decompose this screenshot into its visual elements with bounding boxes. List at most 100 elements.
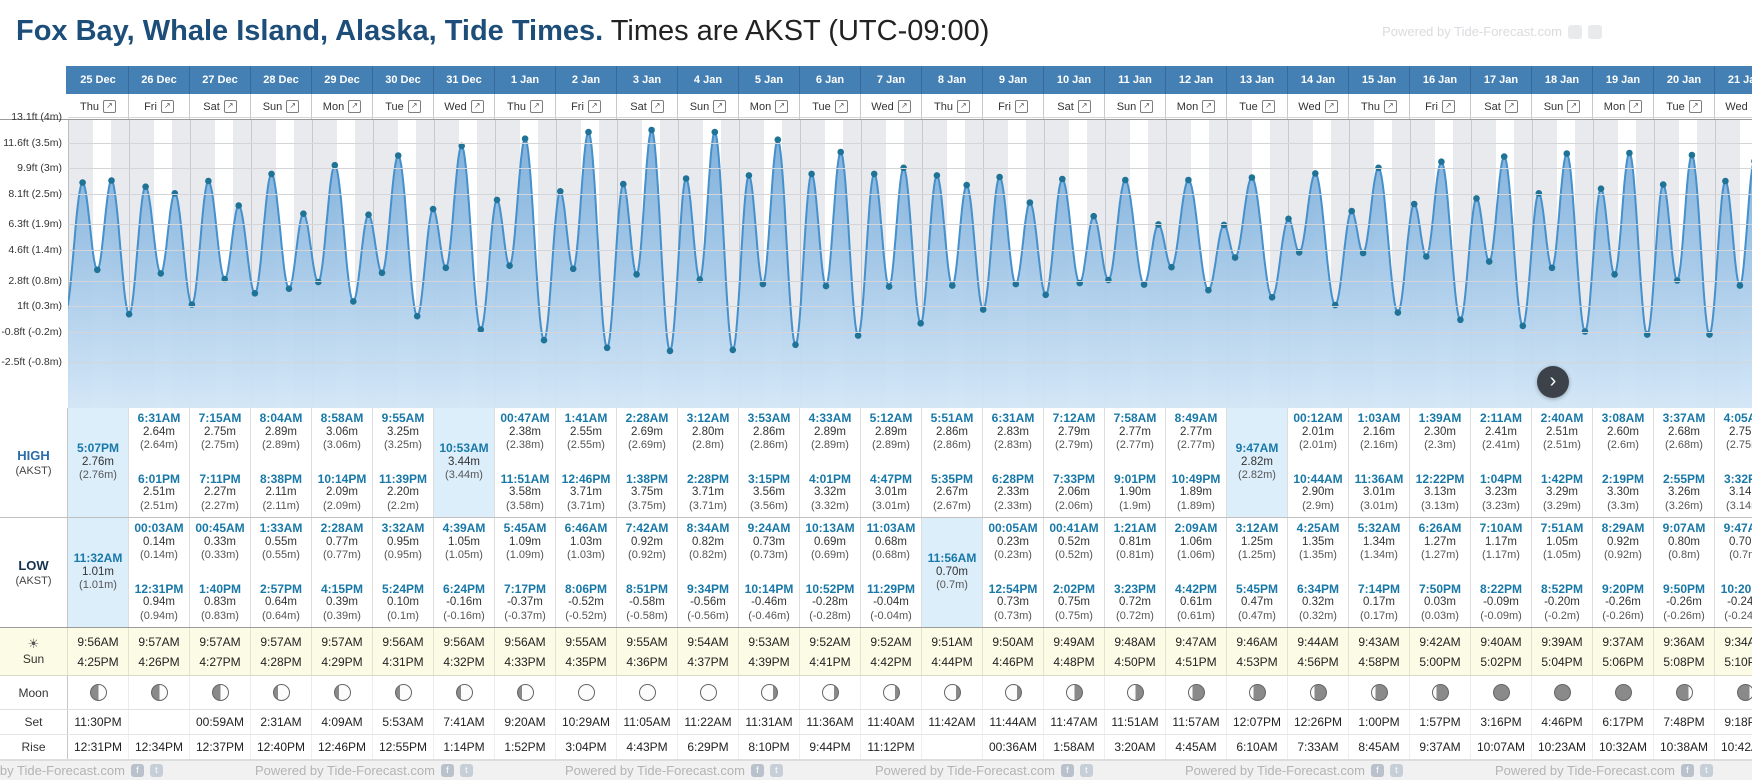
tide-time: 2:40AM [1540,411,1584,425]
date-header-row: 25 Dec 26 Dec 27 Dec 28 Dec 29 Dec 30 Dec 31 D… [0,66,1752,94]
twitter-icon[interactable] [1588,24,1602,39]
low-tide-event: 2:28AM 0.77m (0.77m) [312,521,372,563]
footer-link[interactable]: Powered by Tide-Forecast.com [565,763,745,778]
expand-day-icon[interactable]: ↗ [713,100,727,113]
tide-time: 3:53AM [747,411,791,425]
tide-time: 8:49AM [1174,411,1218,425]
tide-time: 2:09AM [1174,521,1218,535]
tide-time: 1:40PM [198,581,242,596]
sunrise-time: 9:57AM [199,634,241,649]
weekday-label: Tue [385,100,404,113]
tide-extreme-dot [900,164,907,172]
tide-extreme-dot [1359,249,1367,257]
weekday-label: Sat [630,100,647,113]
sunrise-time: 9:55AM [626,634,668,649]
twitter-icon[interactable]: t [769,764,783,777]
expand-day-icon[interactable]: ↗ [529,100,543,113]
expand-day-icon[interactable]: ↗ [1014,100,1028,113]
tide-height: 3.29m [1546,486,1578,498]
facebook-icon[interactable]: f [440,764,454,777]
facebook-icon[interactable]: f [1680,764,1694,777]
expand-day-icon[interactable]: ↗ [470,100,484,113]
expand-day-icon[interactable]: ↗ [1261,100,1275,113]
low-tide-event: 3:12AM 1.25m (1.25m) [1227,521,1287,563]
facebook-icon[interactable]: f [1370,764,1384,777]
tide-extreme-dot [1312,170,1319,177]
date-header-cell: 30 Dec [373,66,434,94]
tide-extreme-dot [822,282,830,290]
date-header-cell: 20 Jan [1654,66,1715,94]
facebook-icon[interactable]: f [1060,764,1074,777]
footer-link[interactable]: Powered by Tide-Forecast.com [1185,763,1365,778]
facebook-icon[interactable] [1568,24,1582,39]
tide-height: -0.09m [1483,596,1519,608]
tide-time: 1:21AM [1113,521,1157,535]
twitter-icon[interactable]: t [1699,764,1713,777]
twitter-icon[interactable]: t [459,764,473,777]
facebook-icon[interactable]: f [130,764,144,777]
tide-height: -0.52m [568,596,604,608]
footer-link[interactable]: Powered by Tide-Forecast.com [255,763,435,778]
tide-height-meters: (1.9m) [1119,499,1151,512]
low-tide-event: 11:32AM 1.01m (1.01m) [68,552,128,593]
low-tide-event: 2:57PM 0.64m (0.64m) [251,582,311,624]
expand-day-icon[interactable]: ↗ [1567,100,1581,113]
expand-day-icon[interactable]: ↗ [1077,100,1091,113]
expand-day-icon[interactable]: ↗ [1202,100,1216,113]
expand-day-icon[interactable]: ↗ [1629,100,1643,113]
expand-day-icon[interactable]: ↗ [348,100,362,113]
tide-extreme-dot [774,136,782,143]
tide-height-meters: (2.33m) [994,499,1032,512]
expand-day-icon[interactable]: ↗ [1383,100,1397,113]
tide-height-meters: (1.89m) [1177,499,1215,512]
expand-day-icon[interactable]: ↗ [897,100,911,113]
expand-day-icon[interactable]: ↗ [775,100,789,113]
tide-height: 3.26m [1668,486,1700,498]
sunset-time: 5:06PM [1602,654,1644,669]
expand-day-icon[interactable]: ↗ [102,100,116,113]
expand-day-icon[interactable]: ↗ [223,100,237,113]
high-tide-cell: 4:05AM2.75m(2.75m) 3:32PM3.14m(3.14m) [1715,408,1752,517]
expand-day-icon[interactable]: ↗ [650,100,664,113]
expand-day-icon[interactable]: ↗ [1688,100,1702,113]
high-tide-event: 2:19PM 3.30m (3.3m) [1593,472,1653,514]
low-tide-event: 5:32AM 1.34m (1.34m) [1349,521,1409,563]
watermark-link[interactable]: Powered by Tide-Forecast.com [1382,24,1602,39]
facebook-icon[interactable]: f [750,764,764,777]
expand-day-icon[interactable]: ↗ [160,100,174,113]
footer-link[interactable]: Powered by Tide-Forecast.com [1495,763,1675,778]
twitter-icon[interactable]: t [1389,764,1403,777]
tide-height: -0.56m [690,596,726,608]
tide-extreme-dot [711,128,719,136]
sunrise-time: 9:43AM [1358,634,1400,649]
footer-link[interactable]: Powered by Tide-Forecast.com [875,763,1055,778]
expand-day-icon[interactable]: ↗ [407,100,421,113]
tide-height: 0.47m [1241,596,1273,608]
expand-day-icon[interactable]: ↗ [286,100,300,113]
expand-day-icon[interactable]: ↗ [1504,100,1518,113]
moonrise-cell: 9:44PM [800,735,861,759]
expand-day-icon[interactable]: ↗ [587,100,601,113]
tide-height: 3.01m [1363,486,1395,498]
expand-day-icon[interactable]: ↗ [1441,100,1455,113]
moonset-cell: 11:42AM [922,710,983,734]
tide-time: 5:07PM [76,441,120,456]
expand-day-icon[interactable]: ↗ [1140,100,1154,113]
high-tide-event: 3:12AM 2.80m (2.8m) [678,411,738,453]
tide-extreme-dot [885,283,893,290]
expand-day-icon[interactable]: ↗ [1324,100,1338,113]
sun-times-cell: 9:57AM 4:26PM [129,628,190,675]
footer-link[interactable]: Powered by Tide-Forecast.com [0,763,125,778]
low-tide-event: 9:50PM -0.26m (-0.26m) [1654,582,1714,624]
moon-phase-cell [1227,676,1288,709]
expand-day-icon[interactable]: ↗ [834,100,848,113]
high-tide-cell: 1:03AM 2.16m (2.16m) 11:36AM 3.01m (3.01m) [1349,408,1410,517]
expand-day-icon[interactable]: ↗ [956,100,970,113]
high-tide-cell: 00:12AM 2.01m (2.01m) 10:44AM 2.90m (2.9m) [1288,408,1349,517]
tide-height: 2.20m [387,486,419,498]
tide-height-meters: (1.03m) [567,549,605,561]
scroll-right-button[interactable]: › [1537,366,1569,398]
tide-time: 6:26AM [1418,521,1462,535]
twitter-icon[interactable]: t [149,764,163,777]
twitter-icon[interactable]: t [1079,764,1093,777]
